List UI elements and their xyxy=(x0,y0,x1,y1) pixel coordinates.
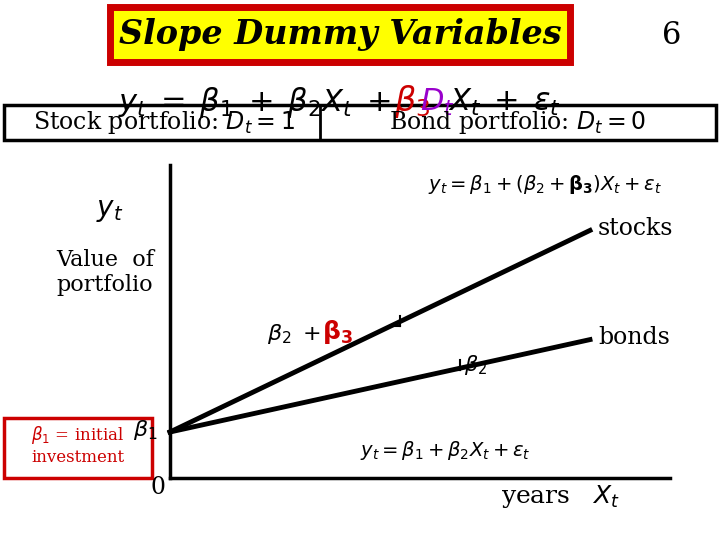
Text: $\beta_2\;+\;$: $\beta_2\;+\;$ xyxy=(266,322,320,346)
Text: Stock portfolio: $D_t = 1$: Stock portfolio: $D_t = 1$ xyxy=(33,109,295,136)
Text: stocks: stocks xyxy=(598,217,673,240)
Text: 6: 6 xyxy=(662,19,682,51)
Text: $X_t\;+\;\varepsilon_t$: $X_t\;+\;\varepsilon_t$ xyxy=(448,86,561,118)
Text: years   $X_t$: years $X_t$ xyxy=(500,483,619,510)
Bar xyxy=(110,7,570,62)
Text: $\mathbf{\beta_3}$: $\mathbf{\beta_3}$ xyxy=(322,318,353,346)
Text: $\beta_1$: $\beta_1$ xyxy=(133,418,158,442)
Text: $y_t = \beta_1 + (\beta_2 + \mathbf{\beta_3})X_t + \varepsilon_t$: $y_t = \beta_1 + (\beta_2 + \mathbf{\bet… xyxy=(428,173,662,197)
Text: $y_t = \beta_1 + \beta_2 X_t + \varepsilon_t$: $y_t = \beta_1 + \beta_2 X_t + \varepsil… xyxy=(360,438,531,462)
Bar xyxy=(4,105,716,140)
Text: $y_t$: $y_t$ xyxy=(96,197,124,224)
Text: investment: investment xyxy=(32,449,125,465)
Text: bonds: bonds xyxy=(598,326,670,349)
Text: portfolio: portfolio xyxy=(57,274,153,296)
Text: $y_t\;=\;\beta_1\;+\;\beta_2 X_t\;+\;$: $y_t\;=\;\beta_1\;+\;\beta_2 X_t\;+\;$ xyxy=(118,84,390,119)
Text: $\beta_3$: $\beta_3$ xyxy=(394,84,431,120)
Text: Value  of: Value of xyxy=(56,249,154,271)
Text: $D_t$: $D_t$ xyxy=(420,86,454,118)
Text: Bond portfolio: $D_t = 0$: Bond portfolio: $D_t = 0$ xyxy=(390,109,647,136)
Bar xyxy=(4,418,152,478)
Text: $\beta_1$ = initial: $\beta_1$ = initial xyxy=(32,424,125,446)
Text: Slope Dummy Variables: Slope Dummy Variables xyxy=(119,18,562,51)
Text: $\beta_2$: $\beta_2$ xyxy=(464,353,487,377)
Text: 0: 0 xyxy=(150,476,166,500)
